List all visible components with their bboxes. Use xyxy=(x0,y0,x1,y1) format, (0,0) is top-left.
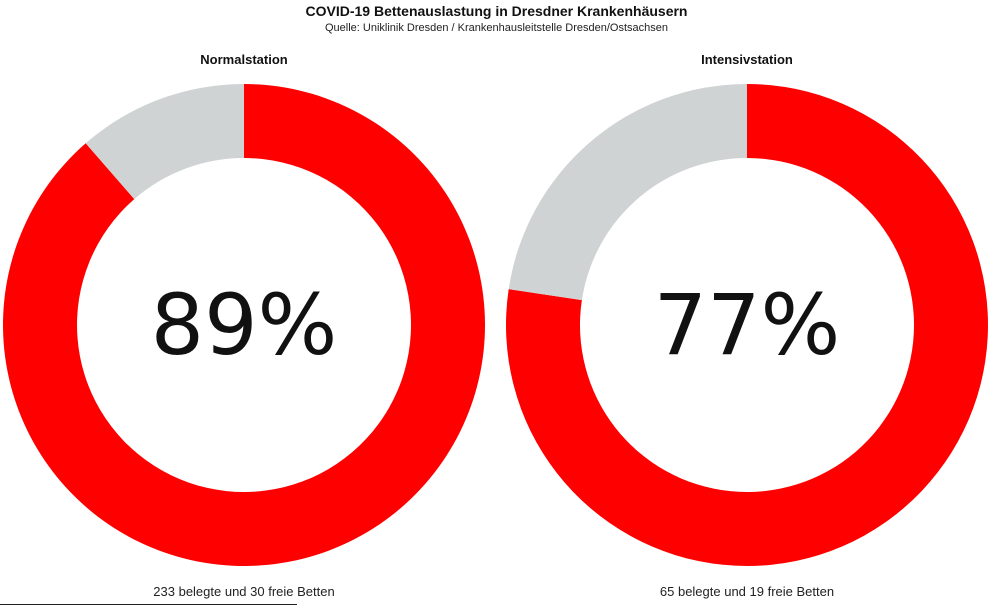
intensivstation-occupied-segment xyxy=(505,84,988,566)
normalstation-donut: 89% xyxy=(2,83,486,566)
chart-source: Quelle: Uniklinik Dresden / Krankenhausl… xyxy=(324,22,668,34)
normalstation-free-segment xyxy=(85,83,244,200)
normalstation-caption: 233 belegte und 30 freie Betten xyxy=(153,584,335,599)
caption-underline xyxy=(0,604,297,605)
intensivstation-percentage: 77% xyxy=(654,276,841,374)
intensivstation-caption: 65 belegte und 19 freie Betten xyxy=(659,584,835,599)
intensivstation-free-segment xyxy=(508,84,747,301)
intensivstation-donut: 77% xyxy=(505,84,988,566)
chart-title: COVID-19 Bettenauslastung in Dresdner Kr… xyxy=(305,3,688,19)
normalstation-occupied-segment xyxy=(2,84,486,566)
normalstation-title: Normalstation xyxy=(200,52,288,67)
normalstation-percentage: 89% xyxy=(151,276,338,374)
intensivstation-title: Intensivstation xyxy=(701,52,793,67)
